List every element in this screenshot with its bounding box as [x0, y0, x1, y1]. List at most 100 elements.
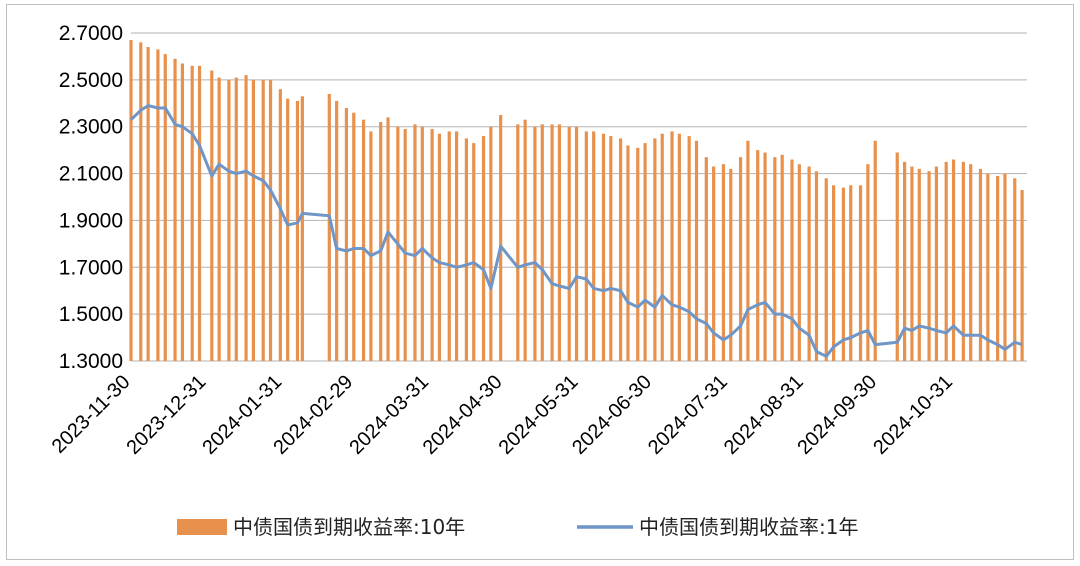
x-tick-label: 2023-12-31: [123, 371, 211, 459]
bar-10y: [738, 157, 743, 361]
bar-10y: [173, 58, 177, 362]
bar-10y: [129, 40, 133, 362]
bar-10y: [996, 175, 1000, 361]
bar-10y: [934, 166, 939, 361]
bar-10y: [369, 131, 373, 361]
bar-10y: [858, 185, 863, 361]
bar-10y: [437, 133, 442, 361]
bar-10y: [832, 185, 836, 361]
bar-10y: [327, 93, 331, 362]
bar-10y: [300, 96, 304, 361]
y-tick-label: 1.3000: [59, 350, 123, 373]
x-tick-label: 2024-04-30: [419, 371, 507, 459]
bar-10y: [807, 166, 811, 361]
bar-10y: [217, 77, 221, 361]
bar-10y: [295, 100, 300, 361]
bar-10y: [609, 136, 613, 361]
bar-10y: [746, 140, 750, 361]
bar-10y: [430, 129, 434, 361]
bar-10y: [660, 133, 664, 361]
bar-10y: [567, 126, 571, 361]
bar-10y: [210, 70, 214, 361]
y-tick-label: 1.5000: [59, 303, 123, 326]
bar-10y: [227, 79, 231, 361]
bar-10y: [978, 168, 983, 361]
bar-10y: [139, 42, 143, 361]
bar-10y: [420, 126, 424, 361]
bar-10y: [190, 65, 194, 362]
bar-10y: [849, 185, 853, 361]
bar-10y: [379, 122, 383, 362]
bar-10y: [464, 138, 468, 361]
bar-10y: [902, 161, 907, 361]
x-tick-label: 2024-06-30: [568, 371, 656, 459]
bar-10y: [814, 171, 819, 361]
bar-10y: [352, 112, 356, 362]
bar-10y: [873, 140, 877, 361]
bar-10y: [677, 133, 681, 361]
bar-10y: [261, 79, 265, 361]
bar-10y: [481, 136, 486, 361]
line-1y: [129, 104, 1023, 358]
bar-10y: [601, 133, 606, 361]
bar-10y: [156, 49, 160, 362]
bar-10y: [986, 173, 990, 361]
bar-10y: [756, 150, 760, 361]
bar-10y: [626, 145, 630, 361]
bar-10y: [286, 98, 290, 361]
bar-10y: [523, 119, 527, 361]
bar-10y: [704, 157, 708, 361]
bar-10y: [592, 131, 596, 361]
bar-10y: [1013, 178, 1017, 361]
bar-10y: [790, 159, 794, 361]
bar-10y: [729, 168, 733, 361]
bar-10y: [712, 166, 716, 361]
bar-10y: [533, 126, 537, 361]
bar-10y: [403, 129, 407, 361]
y-tick-label: 1.7000: [59, 256, 123, 279]
bar-10y: [550, 124, 554, 361]
x-tick-label: 2024-10-31: [869, 371, 957, 459]
x-axis-ticks: 2023-11-302023-12-312024-01-312024-02-29…: [48, 371, 957, 459]
chart-frame: 1.3000 1.5000 1.7000 1.9000 2.1000 2.3000 2.50…: [6, 4, 1074, 560]
bar-10y: [797, 164, 801, 361]
bar-10y: [234, 77, 238, 361]
bar-10y: [1020, 189, 1024, 361]
bar-10y: [540, 124, 544, 361]
bar-10y: [574, 126, 579, 361]
bar-10y: [244, 75, 248, 362]
bar-10y: [619, 138, 623, 361]
bar-10y: [413, 124, 417, 361]
bar-10y: [780, 154, 784, 361]
bar-10y: [278, 89, 282, 361]
bar-10y: [344, 107, 349, 361]
y-tick-label: 1.9000: [59, 209, 123, 232]
y-tick-label: 2.1000: [59, 163, 123, 186]
bar-10y: [361, 119, 366, 361]
y-tick-label: 2.3000: [59, 116, 123, 139]
bar-10y: [643, 143, 647, 361]
bar-10y: [163, 54, 167, 361]
bar-10y: [584, 131, 588, 361]
bar-10y: [489, 126, 493, 361]
bar-series-10y: [129, 40, 1024, 362]
bar-10y: [824, 178, 828, 361]
legend-label-1y: 中债国债到期收益率:1年: [639, 515, 858, 539]
x-tick-label: 2024-09-30: [793, 371, 881, 459]
bar-10y: [763, 152, 767, 361]
bar-10y: [687, 136, 691, 361]
bar-10y: [516, 124, 520, 361]
y-axis-ticks: 1.3000 1.5000 1.7000 1.9000 2.1000 2.3000 2.50…: [59, 22, 123, 373]
bar-10y: [895, 152, 899, 361]
bar-10y: [180, 63, 185, 361]
bar-10y: [472, 143, 476, 361]
x-tick-label: 2023-11-30: [48, 371, 135, 458]
bar-10y: [447, 131, 451, 361]
bar-10y: [146, 47, 150, 362]
bar-10y: [866, 164, 870, 361]
bar-10y: [557, 124, 562, 361]
bar-10y: [499, 115, 503, 361]
legend-swatch-10y: [177, 519, 227, 535]
bar-10y: [636, 147, 640, 361]
bar-10y: [841, 187, 845, 361]
